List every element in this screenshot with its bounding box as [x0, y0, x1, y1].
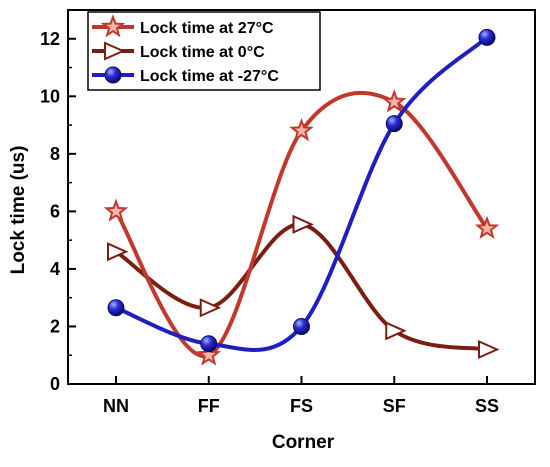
y-tick-label: 10: [40, 86, 60, 106]
y-tick-label: 8: [50, 144, 60, 164]
axes-layer: 0 2 4 6 8 10 12 NN FF FS SF SS: [40, 9, 536, 416]
x-tick-label-ff: FF: [198, 396, 220, 416]
data-point: [478, 28, 496, 46]
x-tick-label-nn: NN: [103, 396, 129, 416]
data-point: [385, 115, 403, 133]
data-point: [200, 335, 218, 353]
data-point: [196, 342, 221, 366]
y-tick-label: 4: [50, 259, 60, 279]
legend-item-1: Lock time at 0°C: [92, 41, 265, 61]
data-point: [478, 339, 500, 360]
x-tick-label-fs: FS: [290, 396, 313, 416]
data-point: [107, 299, 125, 317]
data-point: [289, 117, 314, 142]
y-tick-label: 12: [40, 29, 60, 49]
series-layer: [103, 28, 500, 366]
legend-item-0: Lock time at 27°C: [92, 14, 274, 38]
data-point: [385, 321, 407, 341]
legend-label: Lock time at 27°C: [140, 20, 274, 37]
y-axis-title: Lock time (us): [8, 146, 29, 275]
x-tick-label-ss: SS: [475, 396, 499, 416]
x-tick-label-sf: SF: [383, 396, 406, 416]
data-point: [382, 89, 407, 113]
legend-label: Lock time at -27°C: [140, 68, 279, 85]
data-point: [103, 198, 129, 222]
series-line: [114, 90, 489, 359]
data-point: [107, 242, 129, 262]
y-tick-label: 2: [50, 316, 60, 336]
series-1: [107, 214, 500, 360]
legend-item-2: Lock time at -27°C: [92, 66, 279, 85]
legend: Lock time at 27°C Lock time at 0°C Lock ti…: [87, 11, 321, 91]
data-point: [293, 317, 310, 335]
y-tick-label: 6: [50, 201, 60, 221]
legend-swatch-marker: [104, 66, 122, 84]
legend-swatch-marker: [100, 14, 126, 38]
data-point: [292, 214, 314, 234]
x-axis-title: Corner: [272, 432, 335, 453]
data-point: [474, 215, 500, 240]
series-2: [107, 28, 496, 353]
series-0: [103, 89, 500, 366]
series-line: [114, 35, 489, 352]
y-tick-label: 0: [50, 374, 60, 394]
data-point: [199, 298, 222, 318]
legend-label: Lock time at 0°C: [140, 44, 265, 61]
legend-swatch-marker: [104, 41, 126, 61]
